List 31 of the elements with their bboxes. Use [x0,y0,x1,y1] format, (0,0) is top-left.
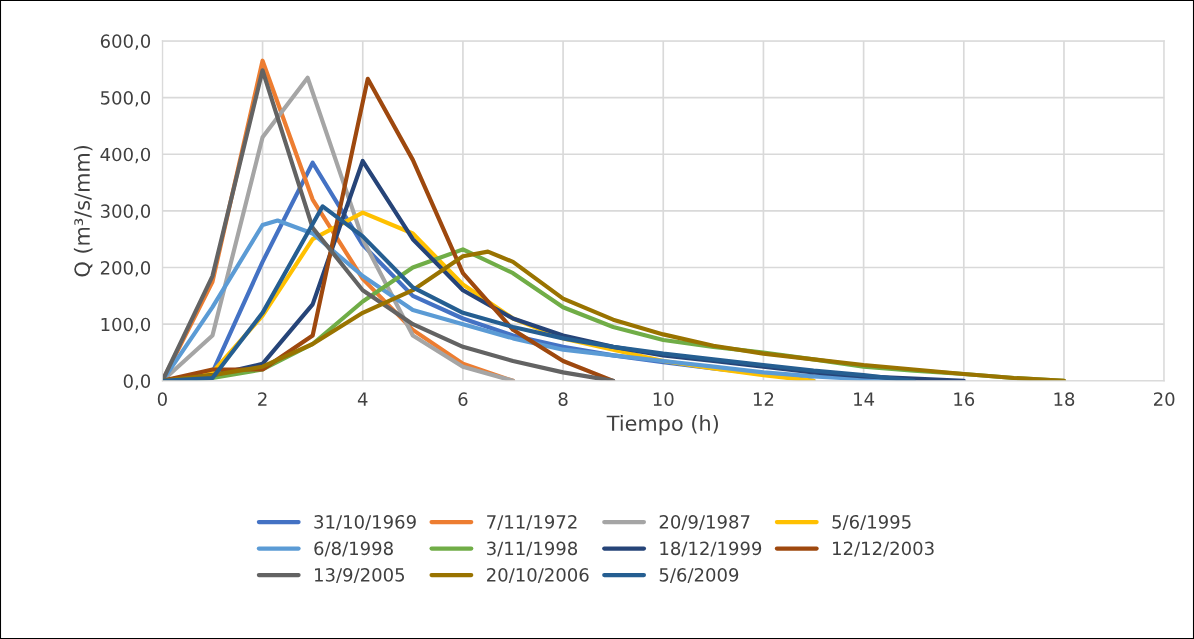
y-tick-label: 400,0 [100,147,151,164]
x-tick-label: 8 [558,392,568,406]
legend-label: 3/11/1998 [487,541,578,557]
y-axis-title: Q (m³/s/mm) [73,145,93,277]
y-tick-label: 200,0 [100,260,151,277]
legend-label: 13/9/2005 [315,567,405,584]
x-tick-label: 14 [854,392,875,406]
x-tick-label: 6 [458,392,468,406]
x-tick-label: 4 [357,392,368,406]
legend-label: 7/11/1972 [487,514,577,531]
x-tick-label: 20 [1153,392,1175,406]
y-tick-label: 500,0 [100,91,151,107]
legend-label: 5/6/1995 [832,514,911,531]
legend-label: 18/12/1999 [660,541,762,557]
y-tick-label: 0,0 [123,374,151,390]
x-tick-label: 18 [1054,392,1075,406]
x-tick-label: 16 [954,392,975,406]
legend-label: 6/8/1998 [314,541,393,557]
legend-label: 20/10/2006 [487,567,589,584]
legend-label: 12/12/2003 [833,541,934,557]
legend-label: 31/10/1969 [314,514,416,531]
legend-label: 5/6/2009 [659,567,739,584]
y-tick-label: 300,0 [100,204,151,220]
x-tick-label: 10 [653,392,674,406]
x-tick-label: 12 [753,392,774,406]
x-tick-label: 2 [258,392,267,406]
x-tick-label: 0 [157,392,167,406]
x-axis-title: Tiempo (h) [606,414,718,436]
y-tick-label: 600,0 [100,34,151,50]
y-tick-label: 100,0 [101,317,151,334]
legend-label: 20/9/1987 [659,514,750,531]
